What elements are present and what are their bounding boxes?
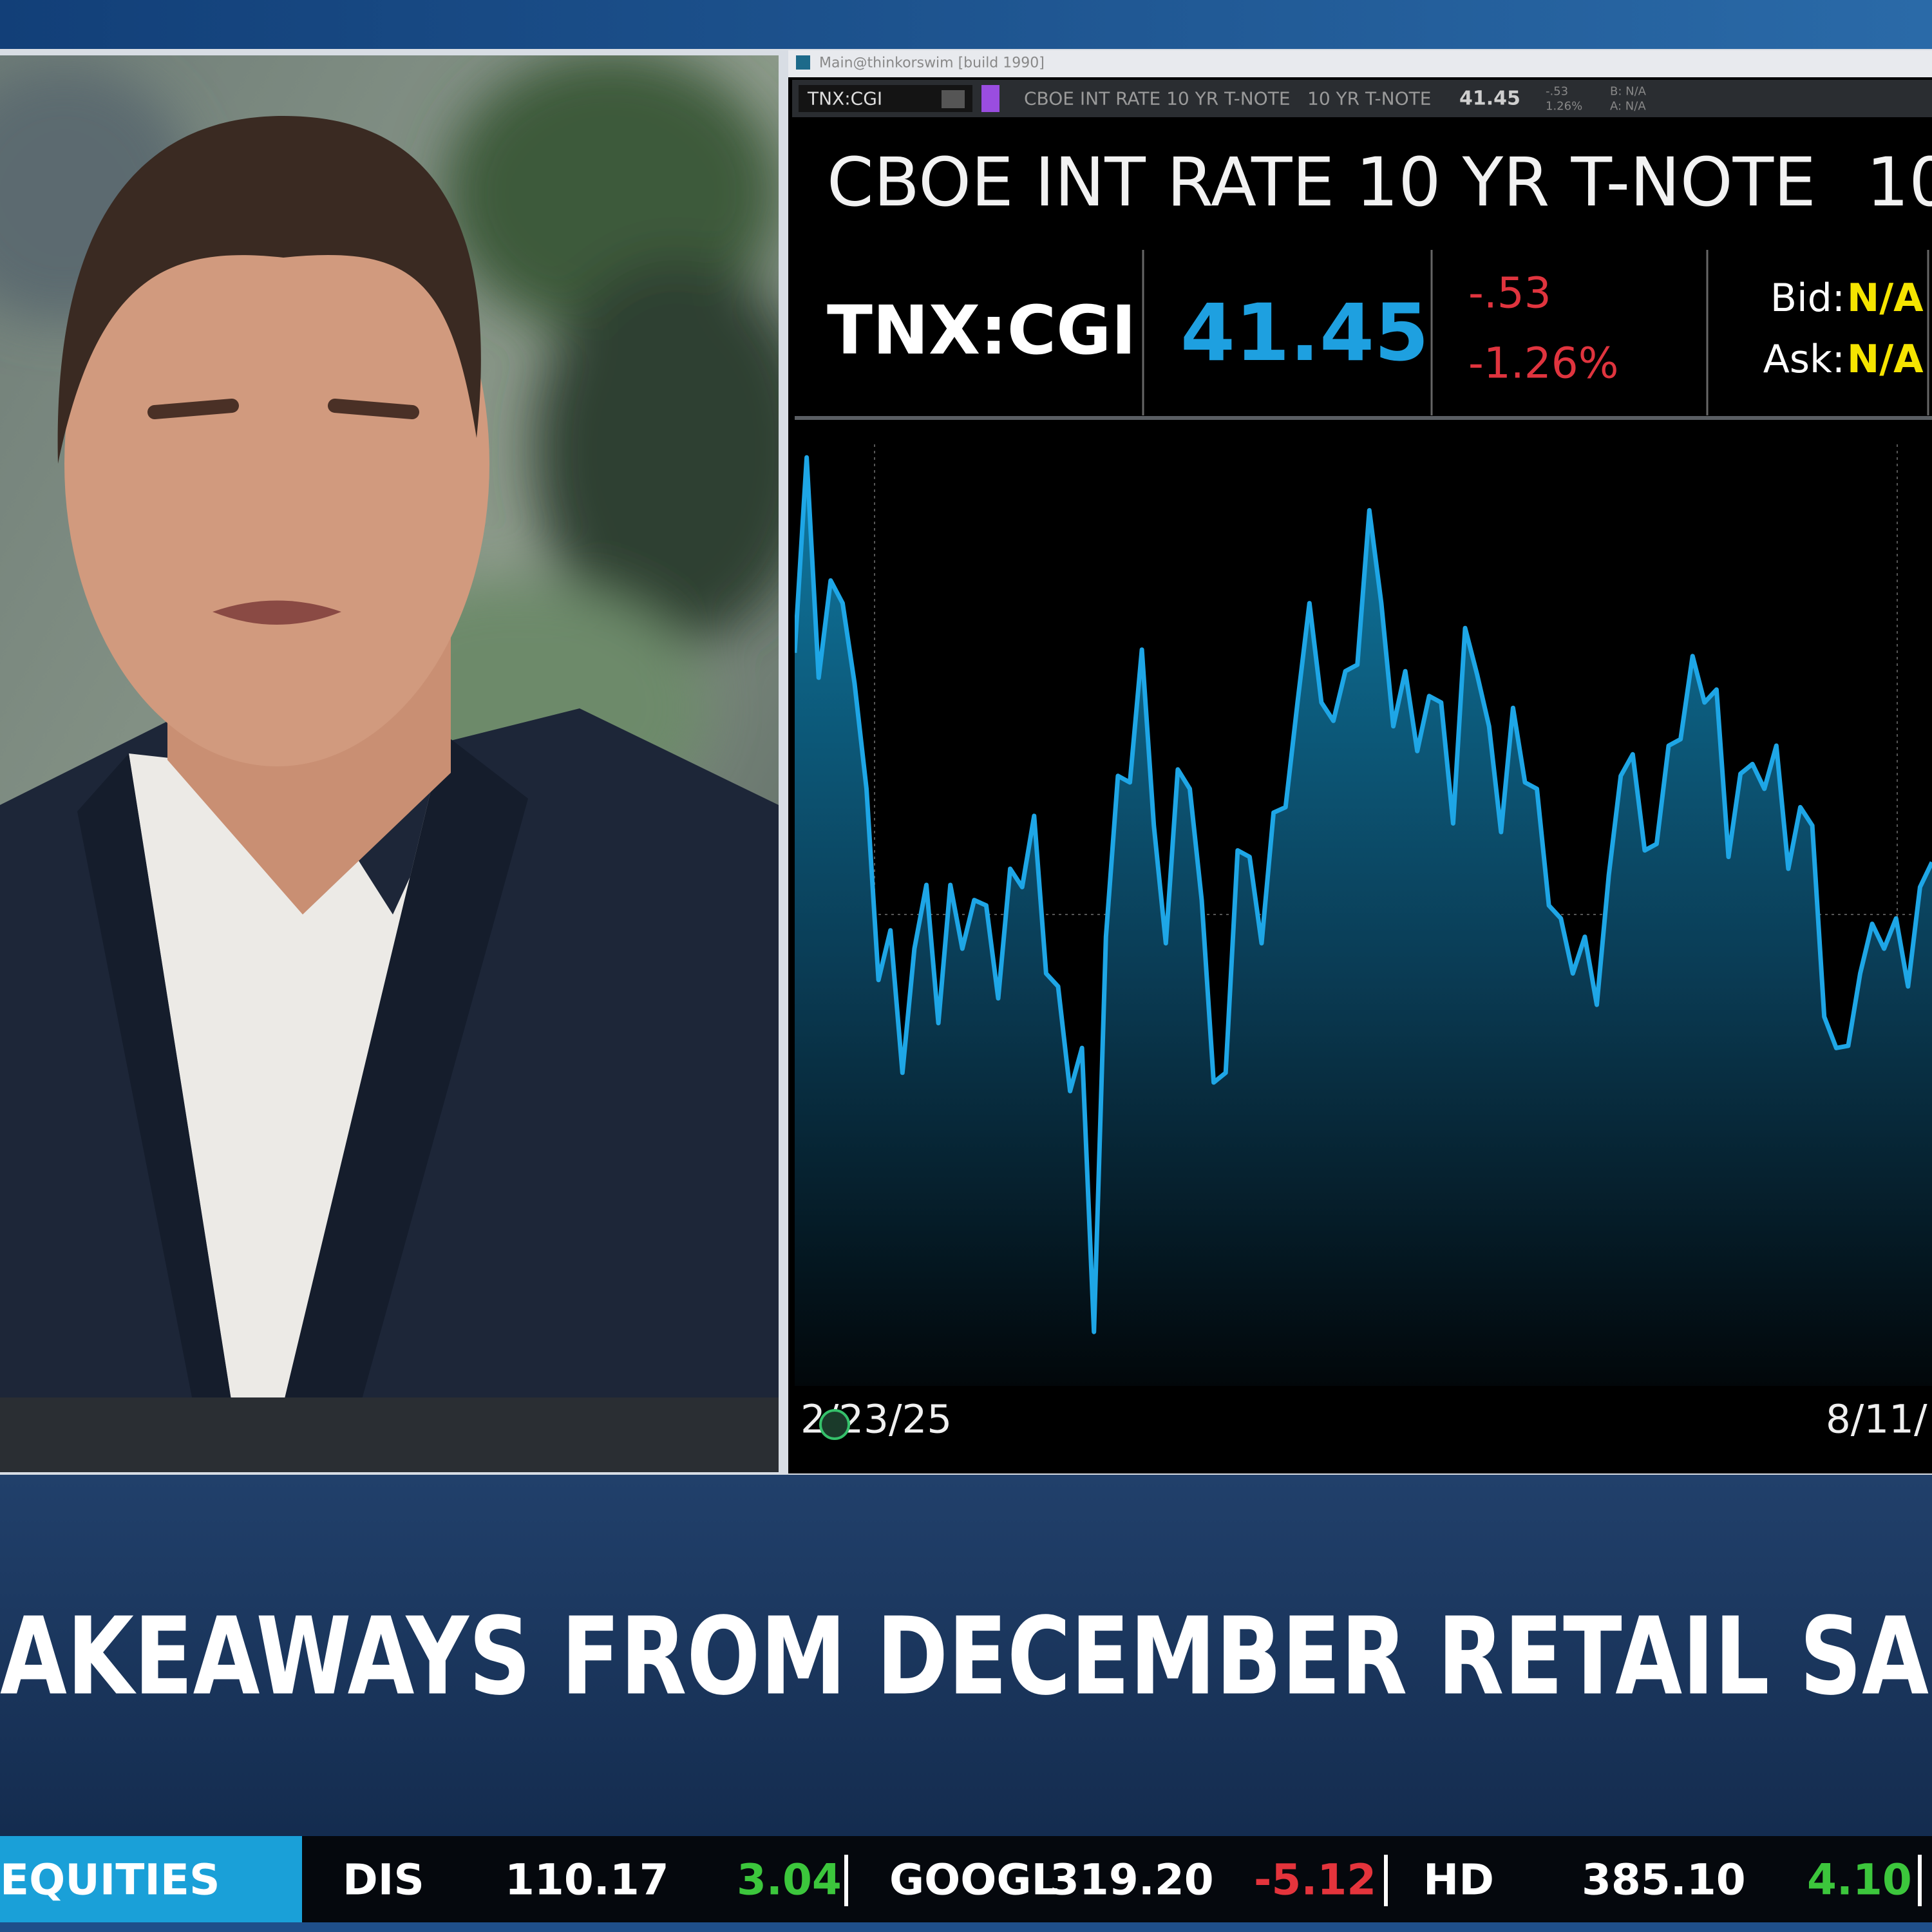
ticker-separator [844,1855,848,1906]
toolbar-description: CBOE INT RATE 10 YR T-NOTE [1024,88,1291,109]
price-chart [795,444,1932,1386]
quote-symbol: TNX:CGI [827,291,1136,370]
ticker-separator [1384,1855,1388,1906]
bottom-band [0,1922,1932,1932]
ticker-price: 110.17 [505,1855,669,1905]
ticker-change: 3.04 [737,1855,842,1905]
toolbar-change: -.53 [1546,85,1568,99]
thinkorswim-window: Main@thinkorswim [build 1990] TNX:CGI CB… [788,50,1932,1473]
hair [57,116,481,464]
area-fill [795,457,1932,1386]
ticker-symbol: HD [1423,1855,1494,1905]
top-band [0,0,1932,52]
face [64,161,489,766]
ask-value: N/A [1847,337,1924,382]
shirt [129,734,464,1404]
toolbar-ask: A: N/A [1610,100,1646,113]
quote-last: 41.45 [1180,287,1429,379]
mouth [213,600,341,625]
drawing-tool-icon[interactable] [819,1409,850,1440]
ticker-bar [0,1836,1932,1922]
toolbar-bid: B: N/A [1610,85,1647,99]
bid-label: Bid: [1770,276,1845,321]
toolbar-symbol: TNX:CGI [807,88,882,109]
desk [0,1397,779,1472]
video-panel [0,55,779,1472]
toolbar-percent: 1.26% [1546,100,1582,113]
price-line [795,455,1932,1334]
x-axis-label: 8/11/ [1826,1397,1927,1443]
quote-title: CBOE INT RATE 10 YR T-NOTE [827,143,1816,222]
symbol-dropdown[interactable] [942,90,965,108]
toolbar-last: 41.45 [1459,88,1520,110]
lapel-right [283,734,528,1404]
header-separator [795,416,1932,420]
ticker-label: EQUITIES [0,1855,220,1905]
ticker-label-box [0,1836,302,1922]
ticker-price: 385.10 [1582,1855,1746,1905]
app-icon [796,55,810,70]
ticker-change: -5.12 [1254,1855,1376,1905]
bid-value: N/A [1847,276,1924,321]
quote-percent-change: -1.26% [1468,339,1618,388]
toolbar-short-name: 10 YR T-NOTE [1307,88,1431,109]
quote-change: -.53 [1468,269,1551,318]
window-title: Main@thinkorswim [build 1990] [819,55,1045,71]
ticker-symbol: DIS [343,1855,424,1905]
lapel-left [77,753,232,1404]
ticker-price: 319.20 [1050,1855,1214,1905]
headline: AKEAWAYS FROM DECEMBER RETAIL SA [0,1595,1929,1719]
ticker-separator [1918,1855,1922,1906]
link-icon[interactable] [981,85,999,112]
eyebrows [147,399,419,419]
title-bar [788,50,1932,77]
ask-label: Ask: [1763,337,1845,382]
ticker-change: 4.10 [1807,1855,1912,1905]
ticker-symbol: GOOGL [889,1855,1059,1905]
lower-third [0,1475,1932,1835]
quote-title-extra: 10 [1866,143,1932,222]
